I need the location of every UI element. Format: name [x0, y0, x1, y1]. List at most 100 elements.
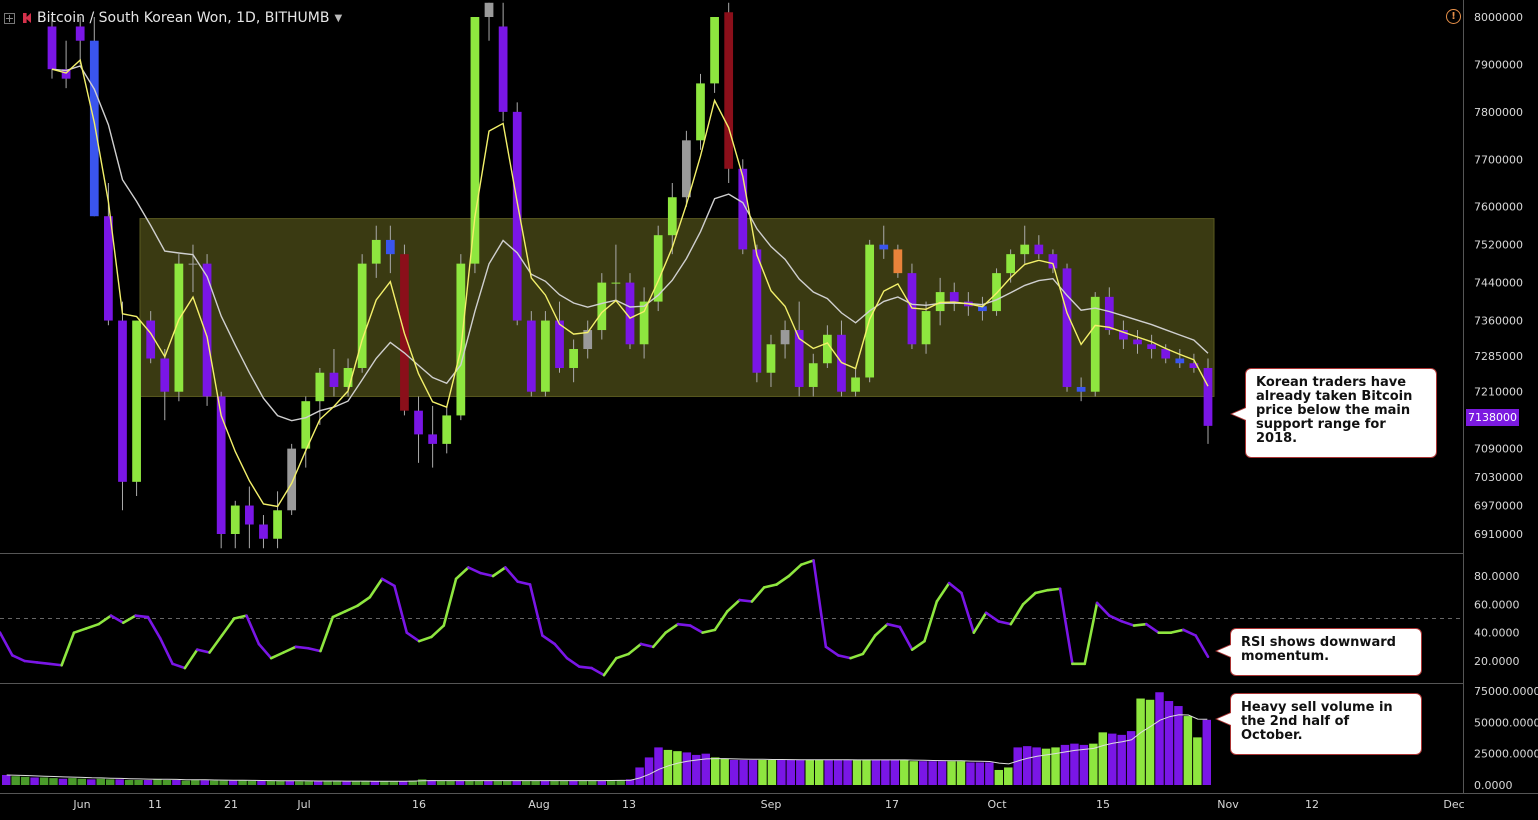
candle-body [301, 401, 311, 449]
candle-body [808, 363, 818, 387]
volume-bar [521, 780, 531, 785]
volume-bar [1013, 747, 1022, 785]
time-tick-label: 21 [224, 798, 238, 811]
volume-bar [134, 779, 143, 785]
volume-bar [720, 758, 729, 785]
volume-bar [824, 759, 833, 785]
volume-bar [427, 779, 436, 785]
candle-body [724, 12, 734, 169]
rsi-segment [1145, 622, 1160, 634]
volume-bar [1060, 744, 1070, 785]
volume-bar [361, 781, 370, 785]
volume-bar [512, 780, 521, 785]
volume-bar [994, 769, 1004, 785]
rsi-segment [873, 622, 889, 637]
rsi-segment [615, 652, 630, 660]
rsi-segment [997, 620, 1013, 626]
rsi-segment [183, 648, 199, 670]
volume-bar [332, 781, 342, 785]
volume-bar [985, 762, 994, 785]
candle-body [259, 524, 268, 539]
volume-bar [1089, 743, 1098, 785]
rsi-segment [380, 577, 396, 588]
rsi-segment [639, 642, 655, 649]
time-tick-label: 11 [148, 798, 162, 811]
time-tick-label: 15 [1096, 798, 1110, 811]
volume-bar [1004, 767, 1013, 785]
volume-bar [1051, 747, 1060, 785]
time-tick-label: Nov [1217, 798, 1239, 811]
candle-body [625, 282, 635, 345]
rsi-segment [923, 600, 939, 643]
rsi-segment [750, 586, 766, 603]
rsi-segment [405, 631, 421, 643]
rsi-segment [442, 577, 458, 627]
rsi-segment [195, 648, 211, 654]
rsi-segment [1182, 628, 1197, 637]
candle-body [428, 434, 438, 444]
volume-tick-label: 0.0000 [1474, 779, 1513, 792]
ema-fast-line [51, 58, 1209, 508]
candle-body [1147, 344, 1156, 350]
volume-bar [871, 759, 881, 785]
rsi-segment [48, 662, 63, 667]
volume-bar [843, 759, 852, 785]
candles [47, 2, 1213, 549]
rsi-segment [11, 654, 26, 663]
annotation-rsi: RSI shows downward momentum. [1215, 628, 1422, 676]
rsi-tick-label: 80.0000 [1474, 570, 1520, 583]
volume-bar [209, 780, 219, 785]
candle-body [174, 263, 184, 392]
volume-bar [1108, 733, 1117, 785]
volume-bar [881, 759, 890, 785]
volume-bar [814, 759, 824, 785]
volume-bar [124, 779, 134, 785]
volume-bar [597, 780, 606, 785]
candle-body [1048, 254, 1058, 269]
rsi-segment [725, 598, 741, 613]
rsi-segment [1009, 603, 1025, 626]
price-tick-label: 7285000 [1474, 350, 1523, 363]
rsi-segment [787, 563, 803, 578]
candle-body [118, 320, 127, 482]
rsi-segment [578, 665, 593, 670]
candle-body [414, 410, 423, 435]
volume-bar [607, 779, 616, 785]
volume-bar [559, 780, 569, 785]
volume-bar [181, 780, 191, 785]
alert-icon[interactable]: ! [1446, 9, 1461, 24]
volume-bar [11, 776, 20, 785]
rsi-segment [306, 646, 322, 653]
candle-body [512, 111, 522, 321]
volume-bar [143, 779, 153, 785]
volume-bar [313, 781, 323, 785]
chart-header[interactable]: Bitcoin / South Korean Won, 1D, BITHUMB … [4, 8, 342, 28]
price-tick-label: 7030000 [1474, 471, 1523, 484]
volume-tick-label: 75000.0000 [1474, 685, 1538, 698]
volume-bar [39, 777, 49, 785]
rsi-segment [171, 662, 187, 670]
candle-body [851, 377, 860, 392]
rsi-segment [541, 634, 556, 646]
volume-bar [1079, 744, 1089, 785]
rsi-tick-label: 60.0000 [1474, 598, 1520, 611]
chevron-down-icon[interactable]: ▼ [334, 12, 343, 24]
volume-bar [58, 778, 68, 785]
expand-icon[interactable] [4, 12, 15, 24]
candle-body [287, 448, 297, 511]
volume-bar [455, 780, 465, 785]
candle-body [47, 26, 57, 70]
rsi-segment [343, 604, 359, 613]
rsi-segment [84, 622, 100, 630]
volume-bar [238, 780, 247, 785]
volume-bar [295, 781, 304, 785]
last-price-label: 7138000 [1466, 409, 1519, 426]
symbol-title[interactable]: Bitcoin / South Korean Won, 1D, BITHUMB [37, 10, 330, 26]
volume-bar [644, 757, 654, 785]
candle-body [541, 320, 550, 392]
rsi-segment [0, 631, 14, 657]
volume-bar [1183, 716, 1193, 785]
volume-bar [77, 778, 87, 785]
